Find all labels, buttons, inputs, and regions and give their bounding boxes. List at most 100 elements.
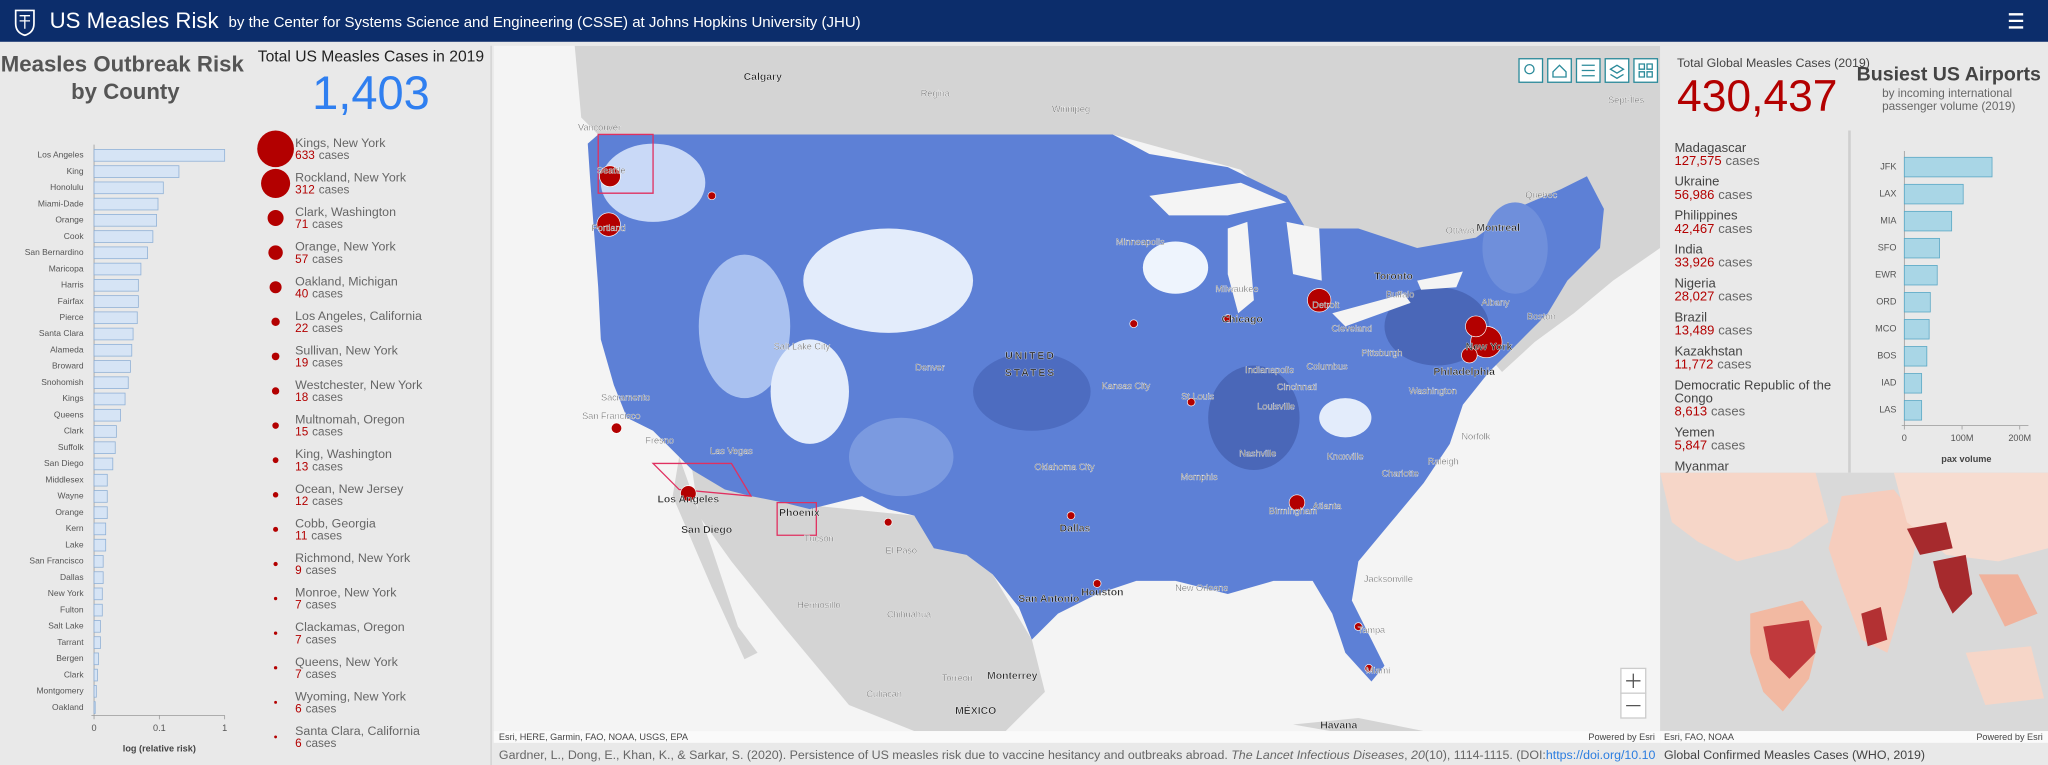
basemap-button[interactable] — [1633, 58, 1659, 83]
unit: cases — [1718, 221, 1753, 236]
case-count: 33,926 cases — [1674, 255, 1752, 270]
text-line: passenger volume (2019) — [1882, 100, 2015, 113]
y-tick-label: LAX — [1879, 189, 1896, 199]
map-label: Chicago — [1222, 315, 1263, 326]
us-map — [493, 45, 1661, 732]
case-symbol — [273, 561, 278, 567]
lake — [1149, 182, 1287, 216]
case-count: 13,489 cases — [1674, 323, 1752, 338]
county-name: Monroe, New York — [295, 586, 397, 600]
map-label: Memphis — [1181, 472, 1218, 482]
text-line: Ukraine — [1674, 174, 1719, 189]
county-name: Rockland, New York — [295, 170, 407, 184]
count: 7 — [295, 599, 302, 612]
case-count: 8,613 cases — [1674, 404, 1745, 419]
x-axis-label: log (relative risk) — [123, 744, 196, 754]
y-tick-label: Broward — [52, 361, 84, 371]
county-name: Santa Clara, California — [295, 724, 420, 738]
bar — [93, 603, 103, 617]
unit: cases — [312, 460, 343, 473]
case-marker — [1354, 622, 1363, 631]
map-label: Washington — [1409, 386, 1457, 396]
county-name: Ocean, New Jersey — [295, 482, 404, 496]
count: 6 — [295, 703, 302, 716]
map-label: Knoxville — [1327, 451, 1364, 461]
y-tick-label: Fairfax — [58, 296, 85, 306]
citation-text: (10), 1114-1115. (DOI: — [1425, 748, 1546, 762]
unit: cases — [306, 599, 337, 612]
case-markers — [596, 165, 1503, 673]
count: 28,027 — [1674, 289, 1714, 304]
unit: cases — [1718, 187, 1753, 202]
y-tick-label: Kern — [66, 523, 84, 533]
logo-detail — [19, 15, 31, 29]
search-button[interactable] — [1518, 58, 1544, 83]
bar — [93, 652, 99, 666]
x-tick-label: 0 — [1902, 433, 1907, 443]
case-count: 15 cases — [295, 426, 343, 439]
bar — [93, 571, 104, 584]
text-line: by incoming international — [1882, 87, 2015, 100]
y-tick-label: Dallas — [60, 572, 84, 582]
chart-title: Busiest US Airports — [1857, 64, 2041, 86]
county-name: Clackamas, Oregon — [295, 620, 405, 634]
country-name: India — [1674, 242, 1703, 257]
case-count: 42,467 cases — [1674, 221, 1752, 236]
case-count: 312 cases — [295, 184, 349, 197]
bar — [93, 490, 108, 503]
lake — [1417, 271, 1463, 290]
bar — [93, 685, 97, 698]
header-title: US Measles Risk — [50, 8, 220, 33]
case-symbol — [273, 526, 279, 532]
lake — [1332, 293, 1411, 327]
y-tick-label: Santa Clara — [39, 328, 84, 338]
case-count: 12 cases — [295, 495, 343, 508]
attribution-bar — [1660, 731, 2048, 743]
count: 312 — [295, 184, 315, 197]
bar — [1903, 319, 1930, 340]
unit: cases — [1711, 438, 1746, 453]
layers-button[interactable] — [1604, 58, 1630, 83]
map-label: New York — [1466, 342, 1513, 353]
outbreak-outline — [776, 501, 817, 536]
map-attribution: Esri, HERE, Garmin, FAO, NOAA, USGS, EPA — [499, 732, 689, 742]
case-symbol — [269, 281, 282, 294]
unit: cases — [1711, 404, 1746, 419]
basemap-icon — [1638, 63, 1653, 78]
home-button[interactable] — [1547, 58, 1572, 83]
y-tick-label: Cook — [64, 231, 85, 241]
y-tick-label: Alameda — [50, 344, 84, 354]
case-symbol — [274, 700, 278, 704]
unit: cases — [312, 218, 343, 231]
unit: cases — [312, 357, 343, 370]
county-name: Sullivan, New York — [295, 343, 398, 357]
map-label: Boston — [1527, 312, 1555, 322]
lake — [1286, 221, 1322, 281]
case-count: 6 cases — [295, 737, 336, 750]
case-marker — [1465, 315, 1487, 338]
world-powered-by: Powered by Esri — [1976, 732, 2042, 742]
bar — [93, 230, 154, 243]
country-name: Madagascar — [1674, 140, 1746, 155]
citation-text: Gardner, L., Dong, E., Khan, K., & Sarka… — [499, 748, 1231, 762]
bar — [93, 262, 142, 276]
case-count: 22 cases — [295, 322, 343, 335]
map-label: San Francisco — [582, 411, 640, 421]
count: 13 — [295, 460, 309, 473]
unit: cases — [306, 737, 337, 750]
map-label: Los Angeles — [657, 495, 719, 506]
bar — [1903, 210, 1953, 232]
map-label: Quebec — [1525, 190, 1557, 200]
count: 56,986 — [1674, 187, 1714, 202]
y-tick-label: San Bernardino — [25, 247, 84, 257]
map-label: Kansas City — [1102, 381, 1151, 391]
search-icon — [1524, 63, 1535, 75]
menu-button[interactable] — [2008, 13, 2024, 29]
map-label: Las Vegas — [710, 446, 753, 456]
text-line: Nigeria — [1674, 276, 1716, 291]
citation-link[interactable]: https://doi.org/10.1016/S1473- — [1546, 748, 1713, 762]
bar — [1903, 183, 1964, 205]
unit: cases — [1718, 255, 1753, 270]
